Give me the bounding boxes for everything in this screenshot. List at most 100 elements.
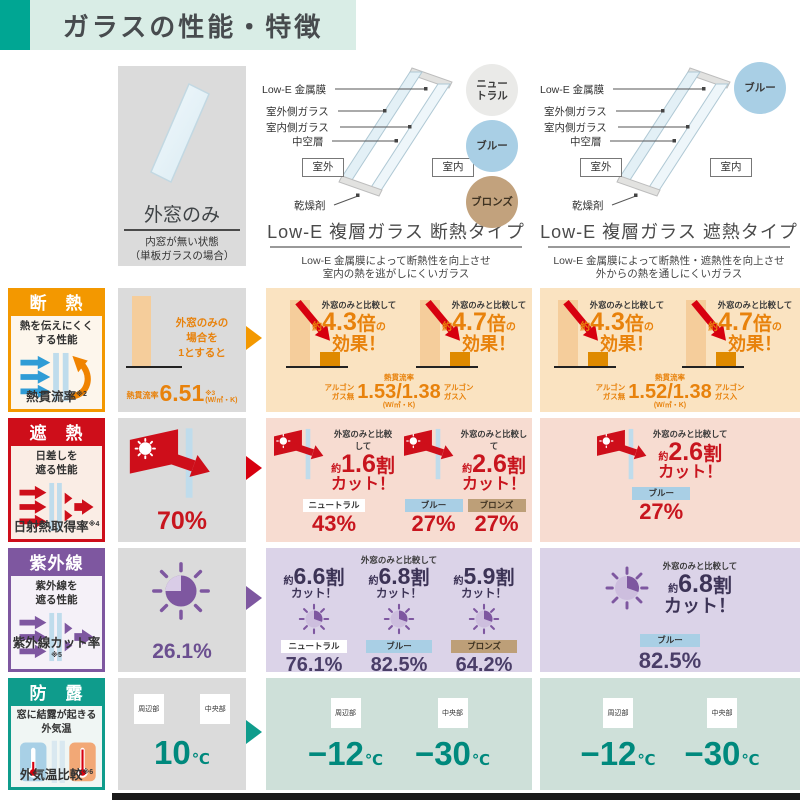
outer-only-label: 外窓のみ (143, 205, 220, 226)
cut-group: 外窓のみと比較して 約1.6割 カット！ ニュートラル 43% (272, 428, 396, 535)
cut-group: 約5.9割 カット！ ブロンズ 64.2% (444, 565, 524, 677)
uv-arrows-icon (19, 613, 94, 662)
divider (124, 229, 240, 231)
outer-window-panel: 外窓のみ 内窓が無い状態 （単板ガラスの場合） (118, 66, 246, 266)
label-inner-glass: 室内側ガラス (266, 122, 329, 134)
argon-without-label: アルゴン ガス無 (595, 383, 626, 401)
baseline-heat-shield: 70% (118, 418, 246, 542)
temp-item: 中央部 −30℃ (684, 698, 760, 770)
compare-note: 外窓のみと比較して (451, 300, 527, 310)
down-arrow-icon (563, 300, 598, 341)
cut-value: 約2.6割 (658, 438, 723, 466)
shielding-type-title: Low-E 複層ガラス 遮熱タイプ (540, 222, 798, 242)
chart-baseline (682, 366, 744, 368)
badge-center: 中央部 (707, 698, 737, 728)
badge-neutral: ニュートラル (303, 498, 365, 512)
badge-perimeter: 周辺部 (603, 698, 633, 728)
effect-value: 約4.7倍の (708, 308, 782, 336)
label-air-layer: 中空層 (570, 136, 602, 148)
cut-group: 外窓のみと比較して 約2.6割 カット！ ブルー 27% ブロンズ 27% (402, 428, 528, 535)
label-inside: 室内 (432, 158, 474, 177)
argon-with-label: アルゴン ガス入 (714, 383, 745, 401)
flow-arrow-icon (246, 456, 262, 480)
category-uv: 紫外線 紫外線を 遮る性能 紫外線カット率※5 (8, 548, 105, 672)
compare-note: 外窓のみと比較して (333, 429, 393, 451)
cut-value: 約5.9割 (453, 563, 515, 589)
badge-blue: ブルー (632, 487, 691, 500)
compare-note: 外窓のみと比較して (589, 300, 665, 310)
uv-sun-icon (383, 603, 415, 634)
compare-note: 外窓のみと比較して (321, 300, 397, 310)
baseline-bar (420, 300, 440, 366)
metric-label: 熱貫流率 (383, 373, 414, 382)
insulation-type-title: Low-E 複層ガラス 断熱タイプ (267, 222, 525, 242)
cut-label: カット！ (461, 476, 526, 493)
label-inside: 室内 (710, 158, 752, 177)
badge-value: 82.5% (370, 653, 428, 676)
label-lowe-film: Low-E 金属膜 (540, 84, 605, 96)
cell-insulation-sha: 外窓のみと比較して 約4.3倍の 効果！ 外窓のみと比較して 約4.7倍の 効果… (540, 288, 800, 412)
divider (270, 246, 522, 248)
comparison-chart: 外窓のみと比較して 約4.7倍の 効果！ (406, 294, 530, 374)
metric-value: 1.53/1.38 (357, 381, 441, 404)
baseline-bar (290, 300, 310, 366)
badge-value: 76.1% (285, 653, 343, 676)
glass-pane-icon (150, 82, 210, 184)
label-outside: 室外 (580, 158, 622, 177)
baseline-temp: 10℃ (154, 734, 210, 771)
effect-value: 約4.3倍の (312, 308, 386, 336)
category-title: 防 露 (11, 681, 102, 706)
temp-item: 中央部 −30℃ (415, 698, 490, 770)
argon-without-label: アルゴン ガス無 (324, 383, 355, 401)
category-subtitle: 日差しを 遮る性能 (35, 450, 78, 477)
sun-glass-arrow-icon (404, 428, 454, 480)
cell-uv-dan: 外窓のみと比較して 約6.6割 カット！ ニュートラル 76.1% 約6.8割 … (266, 548, 532, 676)
badge-blue: ブルー (404, 498, 463, 512)
badge-perimeter: 周辺部 (330, 698, 361, 728)
glazing-unit-icon (332, 67, 453, 206)
cut-label: カット！ (376, 588, 422, 600)
uv-sun-icon (152, 562, 210, 620)
category-insulation: 断 熱 熱を伝えにくく する性能 熱貫流率※2 (8, 288, 105, 412)
u-value-metrics: アルゴン ガス無 熱貫流率 1.53/1.38 (W/㎡・K) アルゴン ガス入 (266, 373, 532, 410)
shielding-type-desc: Low-E 金属膜によって断熱性・遮熱性を向上させ (553, 255, 785, 267)
badge-center: 中央部 (200, 694, 231, 724)
temp-value: −30℃ (414, 735, 491, 772)
argon-with-label: アルゴン ガス入 (443, 383, 474, 401)
thermometer-icon (19, 740, 96, 783)
baseline-bar (686, 300, 706, 366)
insulation-type-desc: Low-E 金属膜によって断熱性を向上させ (301, 255, 491, 267)
compare-note: 外窓のみと比較して (460, 429, 528, 451)
cut-value: 約6.8割 (368, 563, 430, 589)
badge-block: ブルー 82.5% (540, 630, 800, 673)
category-subtitle: 窓に結露が起きる 外気温 (16, 710, 97, 735)
down-arrow-icon (295, 300, 330, 341)
baseline-uv: 26.1% (118, 548, 246, 672)
label-desiccant: 乾燥剤 (572, 200, 604, 212)
temp-item: 周辺部 −12℃ (580, 698, 656, 770)
category-subtitle: 紫外線を 遮る性能 (35, 580, 78, 607)
label-inner-glass: 室内側ガラス (544, 122, 607, 134)
baseline-bar (558, 300, 578, 366)
chart-baseline (126, 366, 182, 368)
down-arrow-icon (691, 300, 726, 341)
cut-group: 外窓のみと比較して 約6.8割 カット！ (540, 560, 800, 616)
sun-glass-arrow-icon (129, 428, 210, 498)
label-outside: 室外 (302, 158, 344, 177)
title-accent-square (0, 0, 30, 50)
chart-baseline (416, 366, 478, 368)
compare-note: 外窓のみと比較して (360, 555, 438, 565)
badge-bronze: ブロンズ (451, 639, 517, 653)
glazing-unit-icon (610, 67, 731, 206)
cut-label: カット！ (664, 596, 736, 616)
badge-bronze: ブロンズ (467, 498, 526, 512)
effect-label: 効果！ (332, 334, 386, 354)
category-title: 断 熱 (11, 291, 102, 316)
baseline-value: 70% (156, 507, 208, 535)
metric-name: 日射熱取得率※4 (13, 520, 100, 534)
badge-value: 43% (311, 510, 357, 536)
cell-condensation-dan: 周辺部 −12℃ 中央部 −30℃ (266, 678, 532, 790)
cut-group: 約6.6割 カット！ ニュートラル 76.1% (274, 565, 354, 677)
category-condensation: 防 露 窓に結露が起きる 外気温 外気温比較※6 (8, 678, 105, 790)
swatch-blue: ブルー (466, 120, 518, 172)
